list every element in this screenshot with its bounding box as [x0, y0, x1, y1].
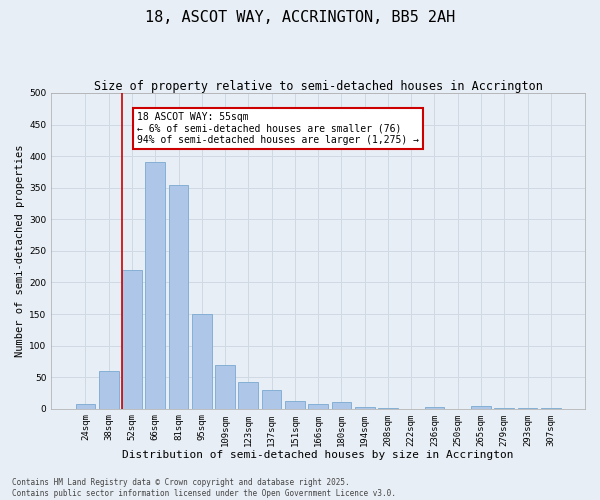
Bar: [169, 184, 188, 408]
Bar: [122, 270, 142, 408]
Title: Size of property relative to semi-detached houses in Accrington: Size of property relative to semi-detach…: [94, 80, 542, 93]
Bar: [76, 404, 95, 408]
Text: 18, ASCOT WAY, ACCRINGTON, BB5 2AH: 18, ASCOT WAY, ACCRINGTON, BB5 2AH: [145, 10, 455, 25]
Bar: [99, 371, 119, 408]
Bar: [285, 400, 305, 408]
Bar: [308, 404, 328, 408]
Bar: [145, 162, 165, 408]
Text: 18 ASCOT WAY: 55sqm
← 6% of semi-detached houses are smaller (76)
94% of semi-de: 18 ASCOT WAY: 55sqm ← 6% of semi-detache…: [137, 112, 419, 145]
Text: Contains HM Land Registry data © Crown copyright and database right 2025.
Contai: Contains HM Land Registry data © Crown c…: [12, 478, 396, 498]
Bar: [215, 364, 235, 408]
Bar: [425, 407, 445, 408]
Y-axis label: Number of semi-detached properties: Number of semi-detached properties: [15, 144, 25, 357]
Bar: [262, 390, 281, 408]
Bar: [192, 314, 212, 408]
Bar: [471, 406, 491, 408]
Bar: [238, 382, 258, 408]
X-axis label: Distribution of semi-detached houses by size in Accrington: Distribution of semi-detached houses by …: [122, 450, 514, 460]
Bar: [332, 402, 352, 408]
